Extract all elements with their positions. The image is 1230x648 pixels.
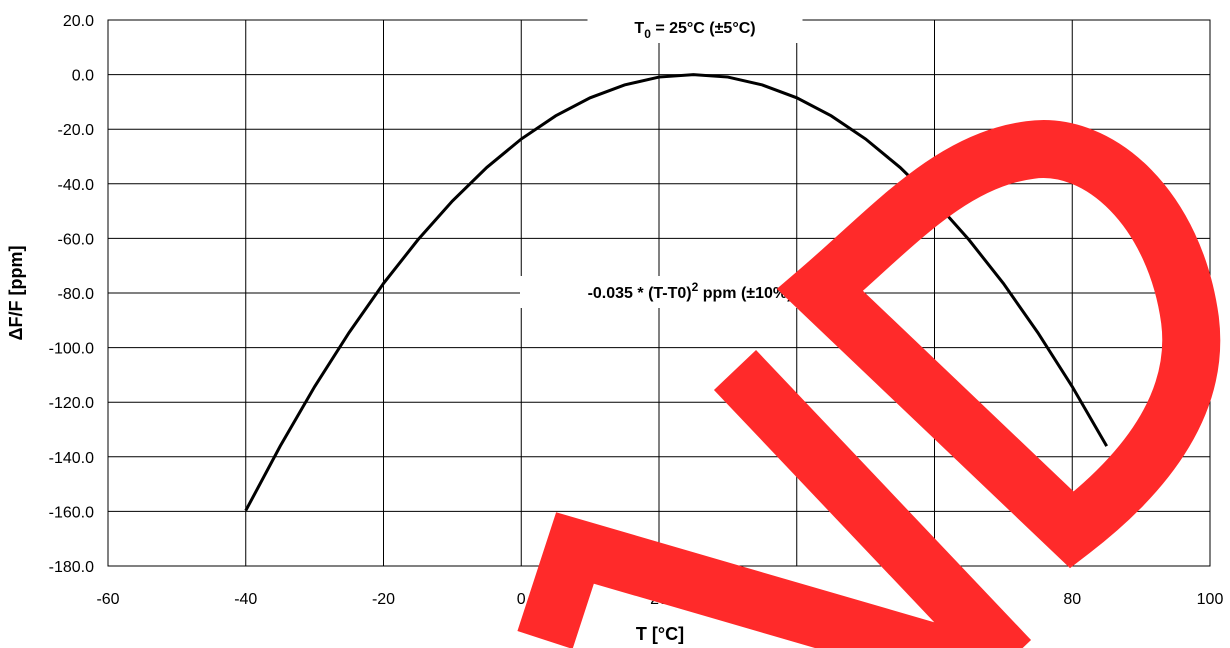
y-tick-label: -20.0 xyxy=(58,122,95,139)
x-tick-label: 0 xyxy=(517,591,526,608)
watermark xyxy=(517,120,1221,648)
x-axis-title: T [°C] xyxy=(636,624,684,644)
y-tick-label: -180.0 xyxy=(49,559,94,576)
y-tick-label: 20.0 xyxy=(63,13,94,30)
watermark-n xyxy=(517,350,1032,648)
annotation-part: -0.035 * (T-T0) xyxy=(588,285,692,302)
x-tick-label: -60 xyxy=(96,591,119,608)
annotation: T0 = 25°C (±5°C) xyxy=(634,20,755,41)
y-tick-label: -40.0 xyxy=(58,177,95,194)
y-tick-label: -80.0 xyxy=(58,286,95,303)
annotation-part: 0 xyxy=(644,27,651,41)
x-tick-label: -20 xyxy=(372,591,395,608)
annotation-box xyxy=(587,11,803,43)
y-tick-label: -160.0 xyxy=(49,504,94,521)
x-tick-label: 100 xyxy=(1197,591,1224,608)
x-tick-label: -40 xyxy=(234,591,257,608)
y-axis-title: ΔF/F [ppm] xyxy=(6,246,26,341)
y-tick-label: -100.0 xyxy=(49,341,94,358)
y-tick-label: 0.0 xyxy=(72,68,94,85)
watermark-d xyxy=(776,120,1221,569)
y-tick-label: -120.0 xyxy=(49,395,94,412)
y-tick-label: -140.0 xyxy=(49,450,94,467)
annotation: -0.035 * (T-T0)2 ppm (±10%) xyxy=(588,280,793,302)
y-tick-label: -60.0 xyxy=(58,231,95,248)
annotation-part: 2 xyxy=(692,280,699,294)
x-tick-label: 80 xyxy=(1063,591,1081,608)
annotation-part: = 25°C (±5°C) xyxy=(651,20,756,37)
annotation-part: ppm (±10%) xyxy=(698,285,792,302)
annotation-part: T xyxy=(634,20,644,37)
data-line xyxy=(244,73,1108,512)
